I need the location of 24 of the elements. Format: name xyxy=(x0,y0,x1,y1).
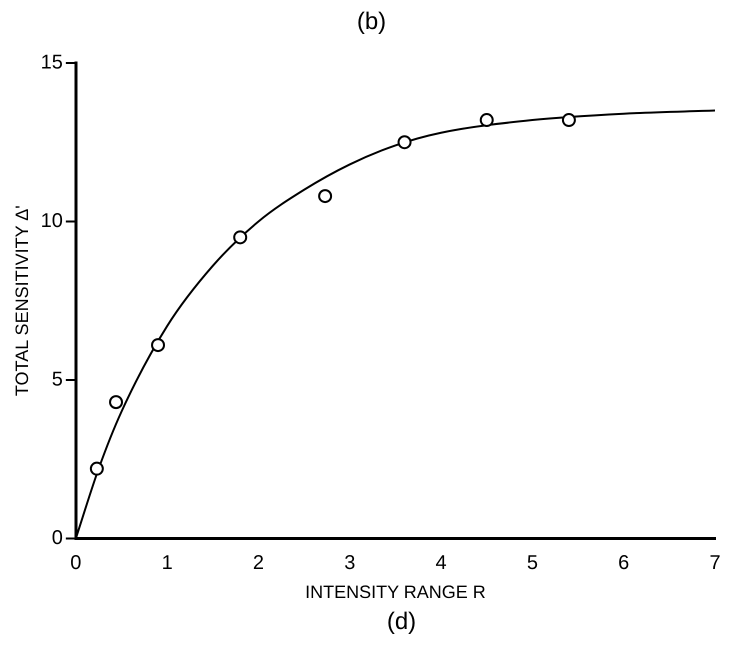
x-tick-label: 1 xyxy=(162,552,173,574)
y-axis-title: TOTAL SENSITIVITY Δ' xyxy=(12,205,32,396)
y-tick-label: 10 xyxy=(40,210,63,232)
y-tick-label: 5 xyxy=(52,368,63,390)
point xyxy=(318,189,332,204)
x-tick-label: 2 xyxy=(252,552,264,574)
point xyxy=(398,135,412,150)
y-tick-label: 0 xyxy=(52,526,63,549)
y-tick-label: 15 xyxy=(40,52,63,74)
point xyxy=(151,338,166,352)
point xyxy=(233,230,248,244)
x-tick-label: 7 xyxy=(709,552,721,574)
point xyxy=(90,462,104,476)
text: (d) xyxy=(386,608,418,636)
x-tick-label: 0 xyxy=(70,552,82,574)
point xyxy=(109,395,124,410)
point xyxy=(480,113,494,128)
x-tick-label: 6 xyxy=(618,552,630,574)
point xyxy=(562,113,576,128)
x-axis-title: INTENSITY RANGE R xyxy=(305,582,486,602)
text: (b) xyxy=(356,8,388,37)
x-tick-label: 3 xyxy=(344,552,356,574)
x-tick-label: 5 xyxy=(526,552,538,574)
x-tick-label: 4 xyxy=(436,552,447,574)
